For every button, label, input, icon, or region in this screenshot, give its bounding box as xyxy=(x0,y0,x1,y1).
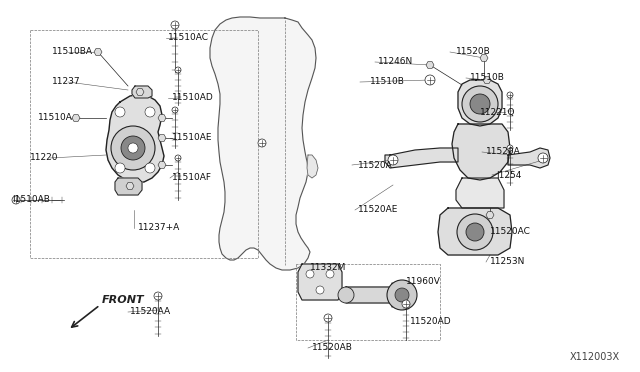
Text: 11510AF: 11510AF xyxy=(172,173,212,183)
Polygon shape xyxy=(452,124,510,180)
Circle shape xyxy=(507,92,513,98)
Text: 11510AE: 11510AE xyxy=(172,134,212,142)
Circle shape xyxy=(175,155,181,161)
Polygon shape xyxy=(210,17,316,270)
Circle shape xyxy=(111,126,155,170)
Circle shape xyxy=(462,86,498,122)
Circle shape xyxy=(326,270,334,278)
Text: 11520AC: 11520AC xyxy=(490,228,531,237)
Circle shape xyxy=(12,196,20,204)
Text: 11246N: 11246N xyxy=(378,58,413,67)
Text: I1510AB: I1510AB xyxy=(12,196,50,205)
Text: 11510A: 11510A xyxy=(38,113,73,122)
Polygon shape xyxy=(458,80,502,126)
Polygon shape xyxy=(483,77,491,83)
Polygon shape xyxy=(480,55,488,61)
Text: 11253N: 11253N xyxy=(490,257,525,266)
Circle shape xyxy=(324,314,332,322)
Polygon shape xyxy=(115,178,142,195)
Polygon shape xyxy=(307,155,318,178)
Circle shape xyxy=(316,286,324,294)
Circle shape xyxy=(457,214,493,250)
Text: 11510B: 11510B xyxy=(470,74,505,83)
Circle shape xyxy=(507,145,513,151)
Text: 11220: 11220 xyxy=(30,154,58,163)
Circle shape xyxy=(306,270,314,278)
Polygon shape xyxy=(158,115,166,122)
Circle shape xyxy=(128,143,138,153)
Text: 11237: 11237 xyxy=(52,77,81,87)
Text: 11332M: 11332M xyxy=(310,263,346,273)
Circle shape xyxy=(395,288,409,302)
Text: 11520AD: 11520AD xyxy=(410,317,452,327)
Polygon shape xyxy=(438,208,512,255)
Polygon shape xyxy=(158,161,166,169)
Polygon shape xyxy=(158,135,166,141)
Circle shape xyxy=(470,94,490,114)
Circle shape xyxy=(466,223,484,241)
Text: X112003X: X112003X xyxy=(570,352,620,362)
Text: 11221Q: 11221Q xyxy=(480,108,515,116)
Text: 11520AE: 11520AE xyxy=(358,205,398,215)
Circle shape xyxy=(145,163,155,173)
Polygon shape xyxy=(72,115,80,122)
Circle shape xyxy=(402,300,410,308)
Circle shape xyxy=(171,21,179,29)
Circle shape xyxy=(115,163,125,173)
Polygon shape xyxy=(456,178,504,208)
Text: 11520A: 11520A xyxy=(358,160,393,170)
Polygon shape xyxy=(94,48,102,55)
Circle shape xyxy=(121,136,145,160)
Text: FRONT: FRONT xyxy=(102,295,145,305)
Circle shape xyxy=(154,292,162,300)
Circle shape xyxy=(388,155,398,165)
Text: 11510B: 11510B xyxy=(370,77,405,87)
Text: 11510AC: 11510AC xyxy=(168,33,209,42)
Circle shape xyxy=(145,107,155,117)
Text: 11510BA: 11510BA xyxy=(52,48,93,57)
Text: 11520A: 11520A xyxy=(486,148,521,157)
Polygon shape xyxy=(126,183,134,189)
Circle shape xyxy=(258,139,266,147)
Text: 11520AA: 11520AA xyxy=(130,308,171,317)
Polygon shape xyxy=(426,61,434,68)
Polygon shape xyxy=(106,94,164,182)
Text: 11960V: 11960V xyxy=(406,278,441,286)
Circle shape xyxy=(172,107,178,113)
Text: 11510AD: 11510AD xyxy=(172,93,214,103)
Circle shape xyxy=(338,287,354,303)
Polygon shape xyxy=(298,264,342,300)
Circle shape xyxy=(175,67,181,73)
Text: 11237+A: 11237+A xyxy=(138,224,180,232)
Text: I1254: I1254 xyxy=(496,170,522,180)
Text: 11520AB: 11520AB xyxy=(312,343,353,353)
Polygon shape xyxy=(346,283,414,307)
Circle shape xyxy=(425,75,435,85)
Polygon shape xyxy=(132,86,152,98)
Text: 11520B: 11520B xyxy=(456,48,491,57)
Polygon shape xyxy=(385,148,458,168)
Polygon shape xyxy=(136,89,144,96)
Circle shape xyxy=(538,153,548,163)
Polygon shape xyxy=(486,212,494,218)
Circle shape xyxy=(115,107,125,117)
Polygon shape xyxy=(508,148,550,168)
Circle shape xyxy=(387,280,417,310)
